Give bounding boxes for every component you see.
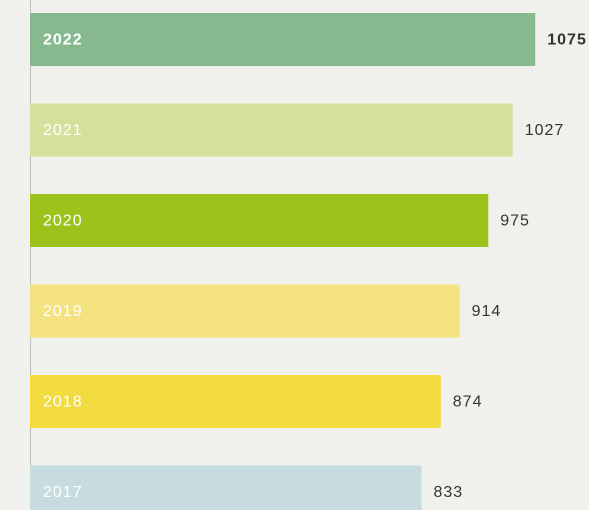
- category-label: 2020: [43, 213, 83, 230]
- value-label: 833: [434, 484, 464, 501]
- category-label: 2019: [43, 303, 83, 320]
- value-label: 1075: [547, 32, 587, 49]
- bar: [30, 465, 422, 510]
- category-label: 2022: [43, 32, 83, 49]
- bar: [30, 103, 513, 157]
- value-label: 914: [472, 303, 502, 320]
- bar: [30, 375, 441, 428]
- value-label: 874: [453, 394, 483, 411]
- category-label: 2017: [43, 484, 83, 501]
- bar: [30, 194, 489, 247]
- category-label: 2021: [43, 122, 83, 139]
- value-label: 1027: [525, 122, 565, 139]
- bar: [30, 13, 536, 66]
- value-label: 975: [500, 213, 530, 230]
- category-label: 2018: [43, 394, 83, 411]
- bar: [30, 284, 460, 338]
